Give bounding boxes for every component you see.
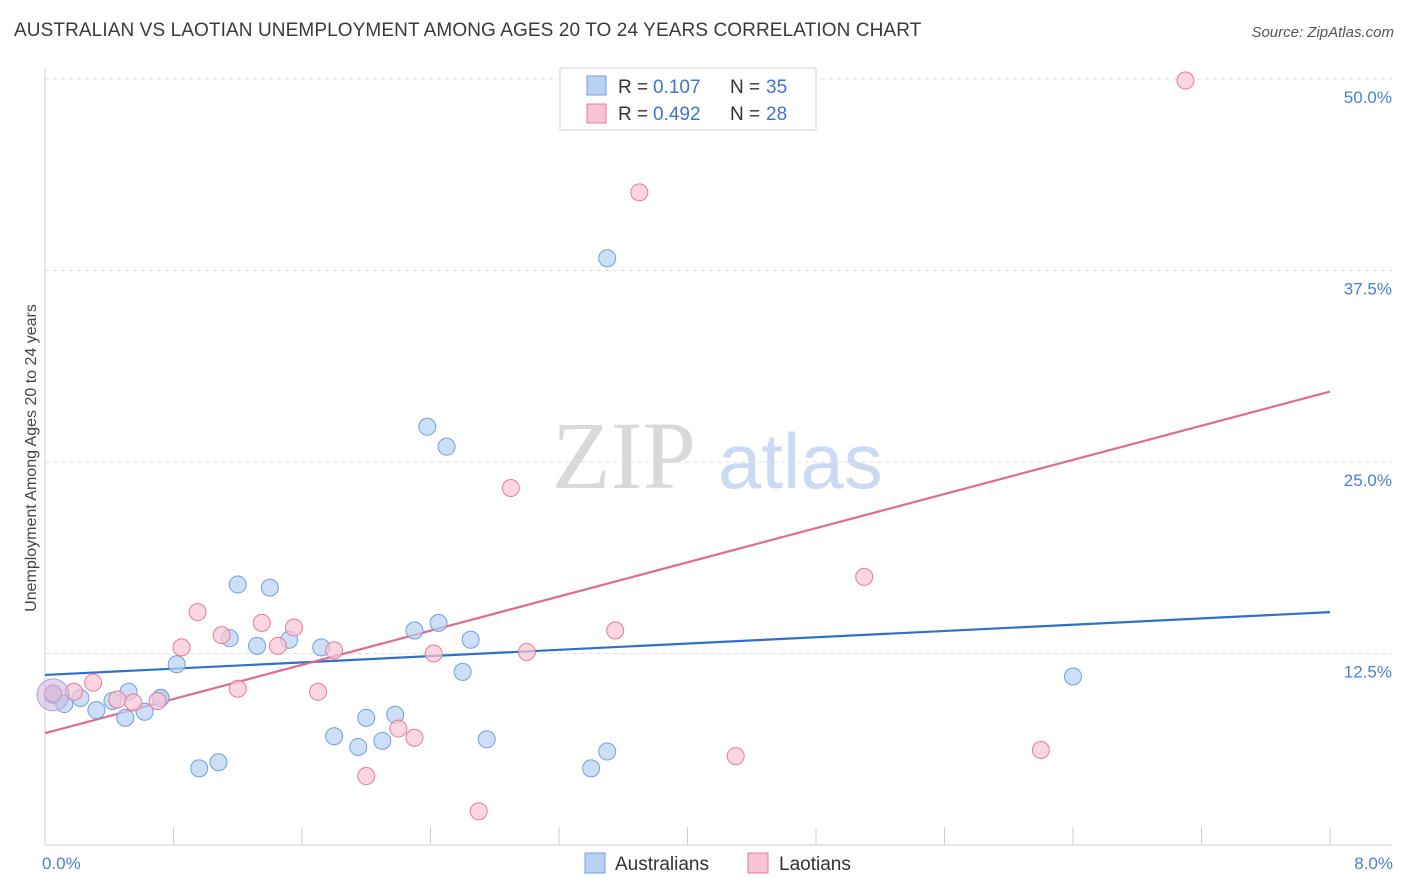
point-australians-33 bbox=[598, 742, 617, 761]
point-australians-10 bbox=[190, 759, 209, 778]
point-australians-23 bbox=[453, 662, 472, 681]
series-legend: Australians Laotians bbox=[584, 852, 851, 875]
point-australians-21 bbox=[405, 621, 424, 640]
legend-swatch-laotians bbox=[586, 103, 607, 124]
point-laotians-11 bbox=[268, 636, 287, 655]
point-australians-11 bbox=[209, 753, 228, 772]
gridlines bbox=[45, 78, 1392, 654]
point-laotians-14 bbox=[325, 641, 344, 660]
point-australians-27 bbox=[228, 575, 247, 594]
point-laotians-9 bbox=[228, 679, 247, 698]
x-tick-label-max: 8.0% bbox=[1354, 854, 1393, 873]
point-laotians-6 bbox=[172, 638, 191, 657]
point-laotians-17 bbox=[405, 728, 424, 747]
point-laotians-20 bbox=[501, 479, 520, 498]
point-laotians-2 bbox=[84, 673, 103, 692]
point-laotians-15 bbox=[357, 767, 376, 786]
chart-source: Source: ZipAtlas.com bbox=[1251, 24, 1394, 41]
legend-swatch-australians bbox=[586, 75, 607, 96]
legend-n-value-1: 35 bbox=[766, 77, 787, 98]
trend-lines bbox=[44, 390, 1331, 735]
chart-title: AUSTRALIAN VS LAOTIAN UNEMPLOYMENT AMONG… bbox=[14, 20, 922, 41]
x-tick-labels: 0.0% 8.0% bbox=[42, 854, 1393, 873]
point-australians-32 bbox=[582, 759, 601, 778]
legend-n-label-1: N = bbox=[730, 77, 760, 98]
point-laotians-7 bbox=[188, 603, 207, 622]
y-tick-label-2: 37.5% bbox=[1344, 280, 1392, 299]
y-tick-labels: 12.5% 25.0% 37.5% 50.0% bbox=[1344, 88, 1392, 682]
point-laotians-18 bbox=[424, 644, 443, 663]
point-australians-8 bbox=[167, 655, 186, 674]
point-laotians-25 bbox=[855, 567, 874, 586]
y-tick-label-1: 25.0% bbox=[1344, 471, 1392, 490]
legend-n-value-2: 28 bbox=[766, 104, 787, 125]
point-australians-16 bbox=[325, 727, 344, 746]
legend-r-label-1: R = bbox=[618, 77, 648, 98]
point-cluster-origin bbox=[36, 678, 70, 712]
point-laotians-24 bbox=[726, 747, 745, 766]
point-australians-22 bbox=[429, 613, 448, 632]
point-laotians-3 bbox=[108, 690, 127, 709]
point-laotians-5 bbox=[148, 691, 167, 710]
data-points bbox=[36, 71, 1195, 821]
point-australians-30 bbox=[437, 437, 456, 456]
point-australians-9 bbox=[116, 708, 135, 727]
point-australians-25 bbox=[477, 730, 496, 749]
stats-legend: R = 0.107 N = 35 R = 0.492 N = 28 bbox=[559, 67, 817, 131]
point-australians-34 bbox=[1064, 667, 1082, 686]
point-australians-17 bbox=[349, 737, 368, 756]
point-laotians-19 bbox=[469, 802, 488, 821]
bottom-legend-swatch-australians bbox=[584, 852, 606, 874]
y-tick-label-0: 12.5% bbox=[1344, 663, 1392, 682]
bottom-legend-swatch-laotians bbox=[747, 852, 769, 874]
y-tick-label-3: 50.0% bbox=[1344, 88, 1392, 107]
point-australians-19 bbox=[373, 731, 392, 750]
legend-r-value-2: 0.492 bbox=[653, 104, 701, 125]
watermark-zip: ZIP bbox=[552, 402, 696, 509]
point-australians-3 bbox=[87, 701, 106, 720]
point-laotians-16 bbox=[389, 719, 408, 738]
point-australians-13 bbox=[248, 636, 267, 655]
point-australians-31 bbox=[598, 249, 617, 268]
y-axis-label: Unemployment Among Ages 20 to 24 years bbox=[23, 304, 40, 612]
x-tick-label-min: 0.0% bbox=[42, 854, 81, 873]
point-australians-24 bbox=[461, 630, 480, 649]
point-laotians-22 bbox=[606, 621, 625, 640]
watermark-atlas: atlas bbox=[718, 417, 883, 505]
point-laotians-13 bbox=[309, 682, 328, 701]
legend-r-label-2: R = bbox=[618, 104, 648, 125]
point-laotians-26 bbox=[1031, 741, 1050, 760]
axes bbox=[44, 68, 1392, 846]
point-laotians-4 bbox=[124, 693, 143, 712]
point-laotians-27 bbox=[1176, 71, 1195, 90]
trend-line-australians bbox=[44, 611, 1331, 677]
point-australians-29 bbox=[418, 417, 437, 436]
bottom-legend-laotians: Laotians bbox=[779, 854, 851, 875]
point-laotians-12 bbox=[284, 618, 303, 637]
bottom-legend-australians: Australians bbox=[615, 854, 709, 875]
point-laotians-8 bbox=[212, 626, 231, 645]
legend-n-label-2: N = bbox=[730, 104, 760, 125]
point-laotians-21 bbox=[517, 642, 536, 661]
point-laotians-23 bbox=[630, 183, 649, 202]
point-australians-18 bbox=[357, 708, 376, 727]
trend-line-laotians bbox=[44, 390, 1331, 735]
point-australians-28 bbox=[260, 578, 279, 597]
legend-r-value-1: 0.107 bbox=[653, 77, 701, 98]
point-laotians-10 bbox=[252, 613, 271, 632]
